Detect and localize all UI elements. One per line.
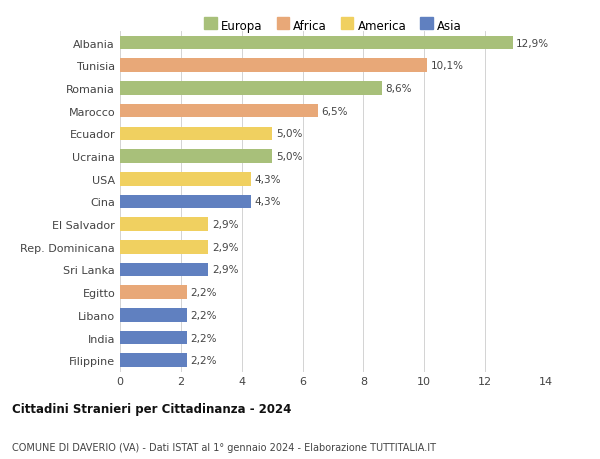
Bar [120, 105, 318, 118]
Text: 8,6%: 8,6% [385, 84, 412, 94]
Text: 4,3%: 4,3% [254, 197, 281, 207]
Bar [120, 127, 272, 141]
Text: 2,9%: 2,9% [212, 265, 238, 275]
Bar [120, 195, 251, 209]
Text: 5,0%: 5,0% [276, 151, 302, 162]
Bar [120, 150, 272, 163]
Bar [120, 354, 187, 367]
Text: 2,9%: 2,9% [212, 219, 238, 230]
Text: 2,2%: 2,2% [191, 310, 217, 320]
Bar [120, 37, 512, 50]
Bar [120, 308, 187, 322]
Bar [120, 82, 382, 95]
Text: COMUNE DI DAVERIO (VA) - Dati ISTAT al 1° gennaio 2024 - Elaborazione TUTTITALIA: COMUNE DI DAVERIO (VA) - Dati ISTAT al 1… [12, 442, 436, 452]
Bar [120, 173, 251, 186]
Bar [120, 331, 187, 345]
Text: 2,2%: 2,2% [191, 333, 217, 343]
Bar [120, 263, 208, 277]
Text: 12,9%: 12,9% [516, 39, 550, 49]
Text: 2,2%: 2,2% [191, 287, 217, 297]
Text: 5,0%: 5,0% [276, 129, 302, 139]
Bar [120, 59, 427, 73]
Text: 2,2%: 2,2% [191, 355, 217, 365]
Text: 2,9%: 2,9% [212, 242, 238, 252]
Bar [120, 241, 208, 254]
Legend: Europa, Africa, America, Asia: Europa, Africa, America, Asia [201, 16, 465, 36]
Text: 6,5%: 6,5% [322, 106, 348, 117]
Bar [120, 286, 187, 299]
Text: Cittadini Stranieri per Cittadinanza - 2024: Cittadini Stranieri per Cittadinanza - 2… [12, 403, 292, 415]
Bar [120, 218, 208, 231]
Text: 4,3%: 4,3% [254, 174, 281, 185]
Text: 10,1%: 10,1% [431, 61, 464, 71]
